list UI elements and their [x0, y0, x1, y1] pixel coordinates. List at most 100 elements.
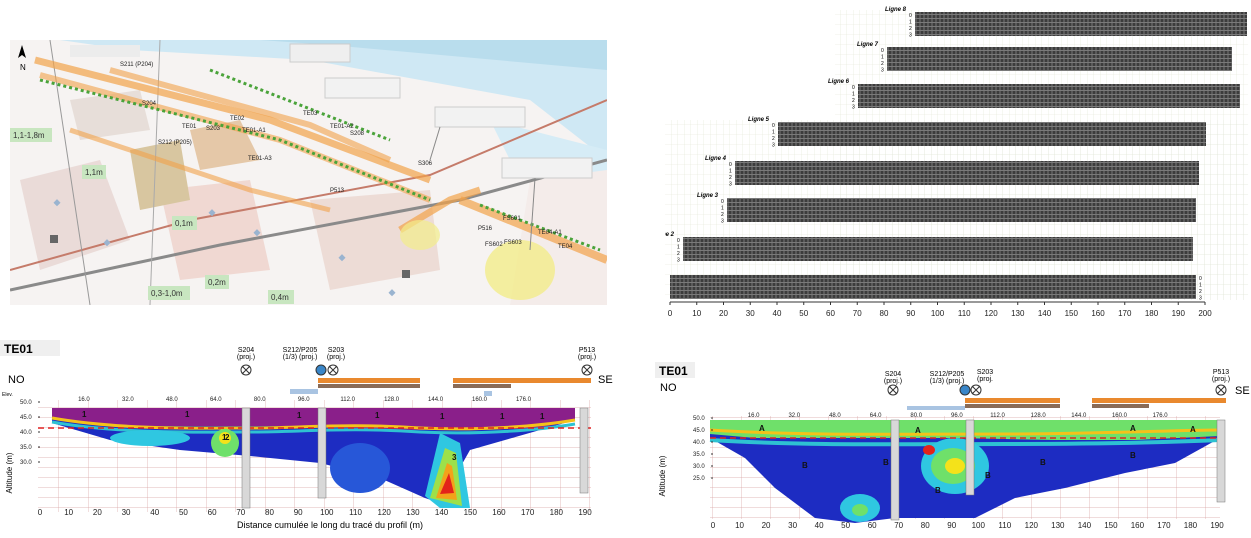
x-tick: 90 — [294, 508, 303, 517]
x-tick: 110 — [349, 508, 362, 517]
gpr-line-4 — [735, 161, 1199, 185]
top-tick: 80.0 — [254, 397, 266, 403]
x-tick: 140 — [435, 508, 449, 517]
gpr-x-tick: 40 — [773, 309, 782, 318]
x-tick: 90 — [947, 521, 956, 530]
gpr-x-tick: 140 — [1038, 309, 1052, 318]
x-tick: 120 — [1025, 521, 1039, 530]
top-tick: 80.0 — [910, 413, 922, 419]
x-tick: 40 — [815, 521, 824, 530]
x-tick: 10 — [64, 508, 73, 517]
ert-right-canvas: TE01 NO SE S204 (proj.) S212/P205 (1/3) … — [655, 362, 1250, 530]
top-tick: 32.0 — [122, 397, 134, 403]
x-tick: 60 — [208, 508, 217, 517]
x-tick: 50 — [179, 508, 188, 517]
gpr-x-tick: 10 — [692, 309, 701, 318]
x-tick: 80 — [265, 508, 274, 517]
x-tick: 170 — [521, 508, 535, 517]
svg-text:(proj.): (proj.) — [237, 354, 255, 361]
x-tick: 190 — [578, 508, 592, 517]
gpr-depth-tick: 2 — [721, 212, 724, 218]
x-tick: 70 — [236, 508, 245, 517]
gpr-x-tick: 80 — [880, 309, 889, 318]
y-tick: 40.0 — [20, 430, 32, 436]
gpr-x-tick: 150 — [1065, 309, 1079, 318]
zone-label: 1 — [185, 410, 190, 419]
gpr-depth-tick: 1 — [729, 169, 732, 175]
map-labels: S211 (P204) S204 TE01 TE02 TE03 TE01-A1 … — [120, 62, 573, 250]
svg-text:P513: P513 — [579, 347, 595, 354]
svg-text:P516: P516 — [478, 226, 493, 232]
track-te01 — [34, 56, 432, 184]
top-tick: 160.0 — [1112, 413, 1128, 419]
svg-text:(1/3) (proj.): (1/3) (proj.) — [283, 354, 318, 361]
svg-text:P513: P513 — [1213, 369, 1229, 376]
gpr-x-tick: 190 — [1172, 309, 1186, 318]
x-tick: 190 — [1210, 521, 1224, 530]
gpr-x-tick: 100 — [931, 309, 945, 318]
site-map-canvas: N 1,1-1,8m 1,1m 0,1m 0,3-1,0m 0,2m 0,4m … — [10, 40, 607, 305]
gpr-line-label: Ligne 5 — [748, 117, 770, 123]
top-tick: 160.0 — [472, 397, 488, 403]
zone-label: B — [802, 461, 808, 470]
x-tick: 60 — [868, 521, 877, 530]
y-tick: 30.0 — [20, 460, 32, 466]
zone-label: 3 — [452, 453, 457, 462]
top-tick: 48.0 — [829, 413, 841, 419]
gpr-x-tick: 30 — [746, 309, 755, 318]
gpr-depth-tick: 2 — [729, 175, 732, 181]
gpr-depth-tick: 3 — [721, 219, 724, 225]
gpr-depth-tick: 0 — [729, 162, 732, 168]
ert-right-ylabel: Altitude (m) — [658, 455, 667, 496]
top-tick: 144.0 — [1071, 413, 1087, 419]
gpr-line-label: Ligne 7 — [857, 42, 879, 48]
x-tick: 170 — [1157, 521, 1171, 530]
zone-label: 1 — [375, 411, 380, 420]
gpr-depth-tick: 0 — [721, 199, 724, 205]
x-tick: 70 — [894, 521, 903, 530]
x-tick: 120 — [378, 508, 392, 517]
zone-label: B — [883, 458, 889, 467]
gpr-depth-tick: 3 — [852, 105, 855, 111]
svg-text:TE04-A1: TE04-A1 — [538, 230, 562, 236]
top-tick: 64.0 — [870, 413, 882, 419]
gpr-line-7 — [887, 47, 1232, 71]
gpr-depth-tick: 1 — [909, 20, 912, 26]
y-tick: 35.0 — [20, 445, 32, 451]
ert-left-title: TE01 — [4, 342, 33, 356]
top-tick: 64.0 — [210, 397, 222, 403]
y-tick: 45.0 — [693, 428, 705, 434]
depth-tags: 1,1-1,8m 1,1m 0,1m 0,3-1,0m 0,2m 0,4m — [10, 128, 294, 304]
svg-text:TE03: TE03 — [303, 111, 318, 117]
gpr-x-tick: 110 — [958, 309, 971, 318]
gpr-x-tick: 160 — [1091, 309, 1105, 318]
zone-label: 1 — [297, 411, 302, 420]
gpr-line-2 — [683, 237, 1193, 261]
svg-text:Elev.: Elev. — [2, 392, 13, 398]
svg-text:1,1m: 1,1m — [85, 168, 103, 177]
ert-profile-left: TE01 NO SE S204 (proj.) S212/P205 (1/3) … — [0, 338, 615, 533]
svg-text:S212 (P205): S212 (P205) — [158, 140, 192, 146]
zone-label: A — [1130, 424, 1136, 433]
gpr-profiles: Ligne 8 0 1 2 3 Ligne 7 0 1 2 3 Ligne 6 0 1 2 3 Ligne 5… — [640, 5, 1248, 320]
gpr-depth-tick: 1 — [881, 55, 884, 61]
gpr-x-tick: 0 — [668, 309, 673, 318]
ert-left-canvas: TE01 NO SE S204 (proj.) S212/P205 (1/3) … — [0, 340, 613, 530]
svg-text:S203: S203 — [977, 369, 993, 376]
gpr-x-tick: 20 — [719, 309, 728, 318]
x-tick: 130 — [406, 508, 420, 517]
x-tick: 100 — [320, 508, 334, 517]
top-tick: 112.0 — [990, 413, 1005, 419]
svg-text:1,1-1,8m: 1,1-1,8m — [13, 131, 45, 140]
x-tick: 0 — [38, 508, 43, 517]
gpr-x-tick: 60 — [826, 309, 835, 318]
gpr-depth-tick: 1 — [772, 130, 775, 136]
top-tick: 176.0 — [516, 397, 532, 403]
ert-left-ylabel: Altitude (m) — [5, 452, 14, 493]
gpr-depth-tick: 0 — [677, 238, 680, 244]
gpr-depth-tick: 1 — [1199, 283, 1202, 289]
svg-text:S204: S204 — [885, 371, 901, 378]
x-tick: 80 — [921, 521, 930, 530]
svg-text:P513: P513 — [330, 188, 345, 194]
top-tick: 144.0 — [428, 397, 444, 403]
